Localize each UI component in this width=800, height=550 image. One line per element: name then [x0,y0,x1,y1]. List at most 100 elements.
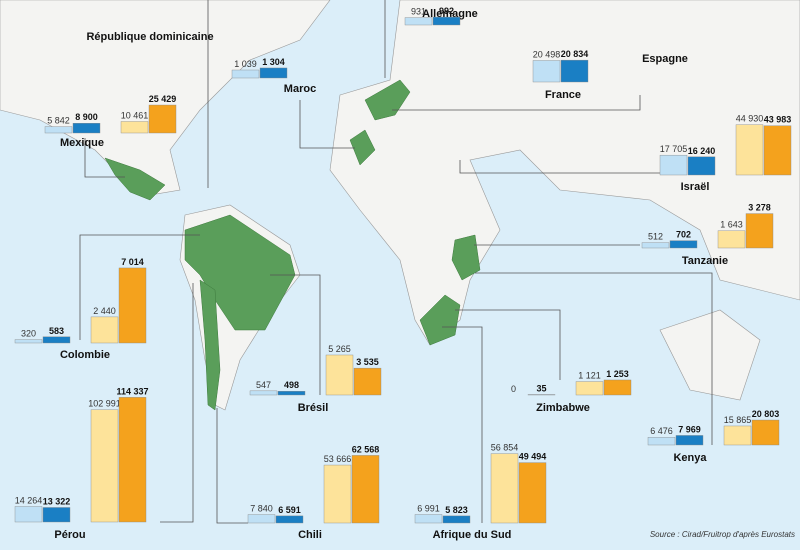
value-label: 14 264 [15,495,43,505]
bar [120,121,149,134]
bar [90,316,119,344]
leader-lines [79,0,713,524]
value-label: 0 [511,384,516,394]
bar [723,425,752,446]
value-label: 6 476 [650,426,673,436]
country-name: Maroc [284,83,316,95]
value-label: 7 840 [250,504,273,514]
country-name: France [545,89,581,101]
value-label: 17 705 [660,144,688,154]
value-label: 992 [439,6,454,16]
bar [763,125,792,176]
bar [717,230,746,249]
value-label: 2 440 [93,306,116,316]
bar [44,126,73,134]
bar [518,462,547,524]
value-label: 49 494 [519,452,547,462]
value-label: 102 991 [88,399,121,409]
bar [325,354,354,396]
bar [641,242,670,249]
value-label: 547 [256,380,271,390]
bar [14,506,43,523]
value-label: 20 498 [533,49,561,59]
value-label: 56 854 [491,443,519,453]
bar [532,60,561,83]
bar [351,455,380,524]
bar [603,379,632,396]
value-label: 1 304 [262,57,285,67]
value-label: 7 969 [678,424,701,434]
bar [687,156,716,176]
bar [669,240,698,249]
value-label: 1 121 [578,371,601,381]
value-label: 498 [284,380,299,390]
value-label: 7 014 [121,257,144,267]
country-name: Israël [681,181,710,193]
source: Source : Cirad/Fruitrop d'après Eurostat… [650,530,795,539]
value-label: 1 039 [234,59,257,69]
bar [118,267,147,344]
value-label: 5 265 [328,344,351,354]
bar [432,16,461,26]
bar [247,514,276,524]
bar [414,514,443,524]
value-label: 6 591 [278,505,301,515]
producer-countries [104,79,481,411]
bar [404,17,433,26]
bar [42,336,71,344]
value-label: 1 253 [606,369,629,379]
bar [90,409,119,523]
bar [560,59,589,83]
bar [353,367,382,396]
value-label: 10 461 [121,110,149,120]
bar [42,507,71,523]
value-label: 13 322 [43,496,71,506]
country-name: République dominicaine [86,31,213,43]
value-label: 6 991 [417,503,440,513]
country-name: Zimbabwe [536,402,590,414]
bar [72,123,101,134]
bar [745,213,774,249]
bar [259,67,288,79]
country-name: Brésil [298,402,329,414]
bar [490,453,519,524]
value-label: 320 [21,329,36,339]
value-label: 15 865 [724,415,752,425]
value-label: 5 823 [445,505,468,515]
value-label: 583 [49,326,64,336]
value-label: 3 278 [748,203,771,213]
value-label: 44 930 [736,114,764,124]
value-label: 43 983 [764,115,792,125]
value-label: 114 337 [116,386,148,396]
bar [442,515,471,524]
country-name: Pérou [54,529,85,541]
bar [647,437,676,446]
country-name: Colombie [60,349,110,361]
country-name: Chili [298,529,322,541]
bar [575,381,604,396]
bar [323,464,352,524]
value-label: 1 643 [720,220,743,230]
value-label: 702 [676,230,691,240]
value-label: 931 [411,7,426,17]
bar [675,435,704,446]
value-label: 53 666 [324,454,352,464]
value-label: 35 [536,384,546,394]
bar [277,391,306,396]
bar [249,390,278,396]
bar [659,154,688,176]
value-label: 16 240 [688,146,716,156]
value-label: 3 535 [356,357,379,367]
bar [751,419,780,446]
value-label: 8 900 [75,112,98,122]
bar [14,339,43,344]
value-label: 20 834 [561,49,589,59]
country-name: Kenya [673,452,707,464]
bar [148,104,177,134]
country-name: Tanzanie [682,255,728,267]
value-label: 5 842 [47,116,70,126]
country-name: Afrique du Sud [433,529,512,541]
value-label: 25 429 [149,94,177,104]
country-name: Espagne [642,53,688,65]
